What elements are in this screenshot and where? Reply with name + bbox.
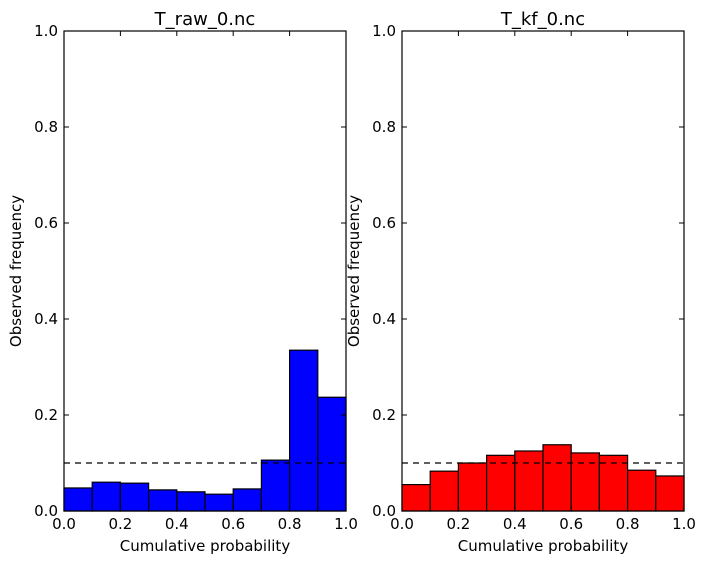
x-tick-label: 0.2 bbox=[108, 515, 132, 533]
y-tick-label: 0.4 bbox=[372, 310, 396, 328]
y-tick-label: 0.8 bbox=[34, 118, 58, 136]
x-tick-label: 0.0 bbox=[52, 515, 76, 533]
chart-panel-1: 0.0 0.2 0.4 0.6 0.8 1.0 0.0 0.2 0.4 0.6 0.8 1.0 T_ra… bbox=[7, 9, 358, 555]
x-tick-label: 0.8 bbox=[616, 515, 640, 533]
axes-frame bbox=[63, 30, 347, 512]
axes-frame bbox=[401, 30, 685, 512]
chart-title: T_kf_0.nc bbox=[500, 9, 585, 30]
histogram-bar bbox=[514, 450, 544, 512]
histogram-bar bbox=[401, 484, 431, 512]
x-tick-label: 0.8 bbox=[278, 515, 302, 533]
histogram-bar bbox=[119, 482, 150, 512]
histogram-bar bbox=[598, 454, 629, 512]
x-axis-label: Cumulative probability bbox=[458, 537, 629, 555]
y-tick-label: 0.8 bbox=[372, 118, 396, 136]
y-tick-label: 1.0 bbox=[372, 22, 396, 40]
histogram-bar bbox=[317, 396, 347, 512]
histogram-bar bbox=[148, 489, 178, 512]
x-tick-label: 0.6 bbox=[559, 515, 583, 533]
histogram-bar bbox=[429, 470, 460, 512]
x-tick-label: 0.4 bbox=[165, 515, 189, 533]
chart-title: T_raw_0.nc bbox=[154, 9, 256, 30]
y-tick-label: 0.2 bbox=[34, 406, 58, 424]
histogram-bar bbox=[204, 493, 234, 512]
histogram-bar bbox=[176, 491, 206, 512]
x-tick-label: 0.0 bbox=[390, 515, 414, 533]
histogram-bar bbox=[289, 349, 319, 512]
y-tick-label: 0.2 bbox=[372, 406, 396, 424]
chart-panel-2: 0.0 0.2 0.4 0.6 0.8 1.0 0.0 0.2 0.4 0.6 0.8 1.0 T_kf… bbox=[345, 9, 696, 555]
histogram-bar bbox=[542, 444, 572, 512]
y-tick-label: 0.6 bbox=[34, 214, 58, 232]
x-tick-label: 1.0 bbox=[334, 515, 358, 533]
histogram-bar bbox=[570, 452, 601, 512]
x-tick-label: 0.2 bbox=[446, 515, 470, 533]
histogram-bar bbox=[655, 475, 685, 512]
x-tick-label: 0.6 bbox=[221, 515, 245, 533]
y-tick-label: 0.6 bbox=[372, 214, 396, 232]
histogram-bar bbox=[486, 454, 516, 512]
y-axis-label: Observed frequency bbox=[7, 195, 25, 347]
histogram-bar bbox=[63, 487, 93, 512]
histogram-bar bbox=[626, 469, 657, 512]
histogram-bar bbox=[457, 462, 488, 512]
y-axis-label: Observed frequency bbox=[345, 195, 363, 347]
x-tick-label: 1.0 bbox=[672, 515, 696, 533]
y-tick-label: 1.0 bbox=[34, 22, 58, 40]
histogram-bar bbox=[91, 481, 121, 512]
y-tick-label: 0.0 bbox=[34, 502, 58, 520]
y-tick-label: 0.4 bbox=[34, 310, 58, 328]
x-tick-label: 0.4 bbox=[503, 515, 527, 533]
histogram-bar bbox=[260, 459, 291, 512]
y-tick-label: 0.0 bbox=[372, 502, 396, 520]
histogram-bar bbox=[232, 488, 262, 512]
x-axis-label: Cumulative probability bbox=[120, 537, 291, 555]
